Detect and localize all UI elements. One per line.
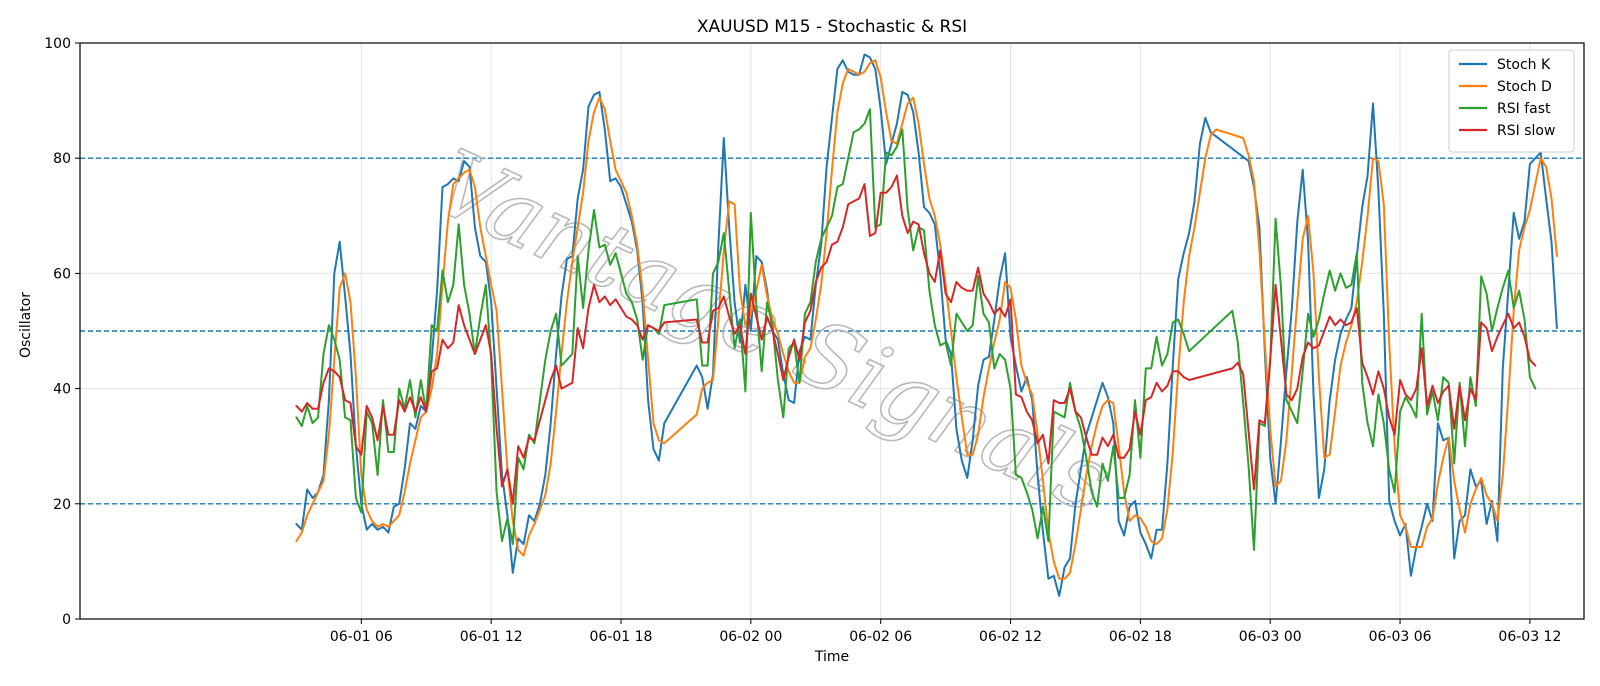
plot-frame (79, 42, 1585, 620)
x-tick-label: 06-02 06 (849, 629, 912, 645)
x-tick-label: 06-01 12 (460, 629, 523, 645)
x-tick-label: 06-02 18 (1109, 629, 1172, 645)
y-tick-label: 40 (53, 382, 71, 398)
y-tick-label: 80 (53, 151, 71, 167)
x-tick-label: 06-03 00 (1239, 629, 1302, 645)
x-tick-label: 06-01 18 (590, 629, 653, 645)
x-tick-label: 06-03 06 (1369, 629, 1432, 645)
chart-title: XAUUSD M15 - Stochastic & RSI (697, 17, 967, 37)
series-line-rsi-fast (295, 108, 1537, 551)
x-tick-label: 06-02 12 (979, 629, 1042, 645)
legend-label-rsi-slow: RSI slow (1497, 123, 1555, 139)
y-tick-label: 0 (62, 612, 71, 628)
y-tick-label: 100 (44, 36, 71, 52)
x-tick-label: 06-02 00 (719, 629, 782, 645)
y-tick-label: 60 (53, 266, 71, 282)
y-axis-title: Oscillator (18, 292, 34, 358)
x-tick-label: 06-01 06 (330, 629, 393, 645)
legend-label-rsi-fast: RSI fast (1497, 101, 1551, 117)
legend-label-stoch-d: Stoch D (1497, 79, 1552, 95)
x-axis-title: Time (814, 649, 849, 665)
legend-label-stoch-k: Stoch K (1497, 57, 1551, 73)
series-line-rsi-slow (295, 174, 1537, 505)
series-layer (295, 53, 1558, 597)
legend-box (1448, 49, 1575, 153)
series-line-stoch-d (295, 59, 1558, 580)
y-tick-label: 20 (53, 497, 71, 513)
tick-layer: 0 20 40 60 80 100 06-01 06 06-01 12 06-01 18 06-0… (44, 36, 1561, 645)
legend: Stoch K Stoch D RSI fast RSI slow (1448, 49, 1575, 153)
x-tick-label: 06-03 12 (1498, 629, 1561, 645)
